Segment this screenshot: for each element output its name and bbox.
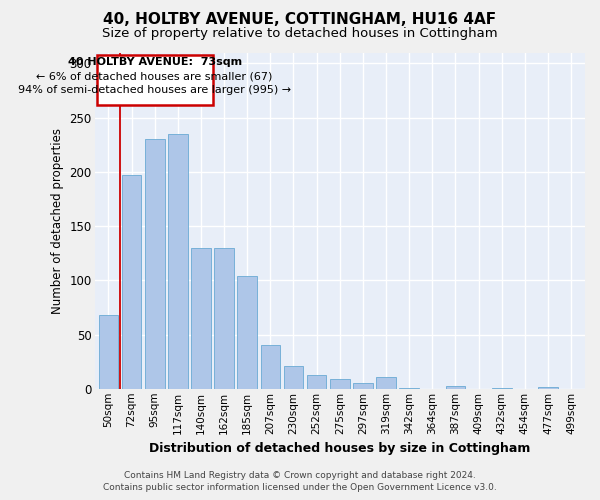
- Bar: [446, 386, 465, 389]
- Text: 40 HOLTBY AVENUE:  73sqm: 40 HOLTBY AVENUE: 73sqm: [68, 57, 242, 67]
- Bar: [538, 386, 558, 389]
- X-axis label: Distribution of detached houses by size in Cottingham: Distribution of detached houses by size …: [149, 442, 530, 455]
- Text: 40, HOLTBY AVENUE, COTTINGHAM, HU16 4AF: 40, HOLTBY AVENUE, COTTINGHAM, HU16 4AF: [103, 12, 497, 28]
- Text: Contains HM Land Registry data © Crown copyright and database right 2024.
Contai: Contains HM Land Registry data © Crown c…: [103, 471, 497, 492]
- Bar: [168, 134, 188, 389]
- Bar: [145, 140, 164, 389]
- Text: ← 6% of detached houses are smaller (67): ← 6% of detached houses are smaller (67): [37, 71, 273, 81]
- Bar: [307, 374, 326, 389]
- Title: 40, HOLTBY AVENUE, COTTINGHAM, HU16 4AF
Size of property relative to detached ho: 40, HOLTBY AVENUE, COTTINGHAM, HU16 4AF …: [0, 499, 1, 500]
- Bar: [400, 388, 419, 389]
- Bar: [260, 346, 280, 389]
- Text: Size of property relative to detached houses in Cottingham: Size of property relative to detached ho…: [102, 28, 498, 40]
- Bar: [238, 276, 257, 389]
- Bar: [376, 377, 396, 389]
- Bar: [353, 384, 373, 389]
- Bar: [214, 248, 234, 389]
- Text: 94% of semi-detached houses are larger (995) →: 94% of semi-detached houses are larger (…: [18, 86, 291, 96]
- Y-axis label: Number of detached properties: Number of detached properties: [51, 128, 64, 314]
- Bar: [284, 366, 304, 389]
- Bar: [191, 248, 211, 389]
- FancyBboxPatch shape: [97, 54, 212, 104]
- Bar: [492, 388, 512, 389]
- Bar: [122, 175, 142, 389]
- Bar: [98, 315, 118, 389]
- Bar: [330, 379, 350, 389]
